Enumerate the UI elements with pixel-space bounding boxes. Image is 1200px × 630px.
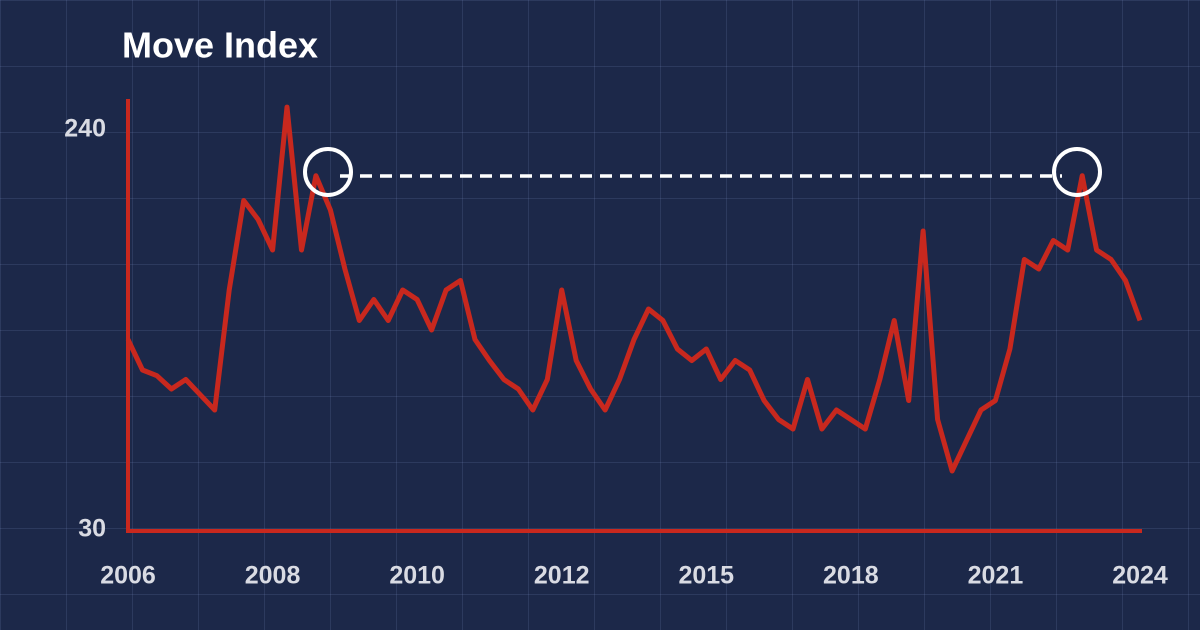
x-tick-label: 2021	[968, 562, 1024, 590]
x-tick-label: 2012	[534, 562, 590, 590]
x-tick-label: 2006	[100, 562, 156, 590]
x-tick-label: 2010	[389, 562, 445, 590]
data-line	[125, 104, 1143, 474]
y-tick-label: 240	[64, 115, 106, 143]
x-tick-label: 2015	[678, 562, 734, 590]
chart-title: Move Index	[122, 25, 318, 66]
x-tick-label: 2024	[1112, 562, 1168, 590]
highlight-circle	[303, 147, 353, 197]
x-tick-label: 2018	[823, 562, 879, 590]
y-tick-label: 30	[78, 515, 106, 543]
highlight-circle	[1052, 147, 1102, 197]
x-tick-label: 2008	[245, 562, 301, 590]
